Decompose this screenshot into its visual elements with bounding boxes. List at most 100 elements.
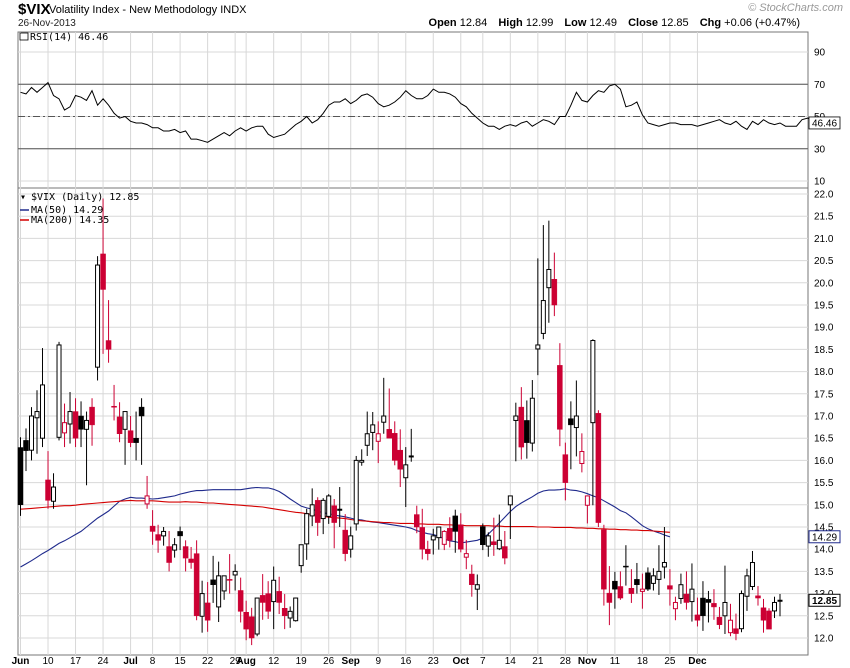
x-tick-label: 10 <box>42 656 54 667</box>
close-label: Close <box>628 17 659 29</box>
candle-body <box>144 495 150 505</box>
x-tick-label: 21 <box>532 656 544 667</box>
price-tick-label: 21.5 <box>814 212 834 223</box>
candle-body <box>705 599 712 603</box>
candle-body <box>51 486 57 502</box>
candle-body <box>738 593 744 630</box>
price-tick-label: 16.5 <box>814 434 834 445</box>
x-tick-label: 11 <box>610 656 621 667</box>
candle-body <box>700 597 706 617</box>
candle-body <box>172 544 178 551</box>
low-label: Low <box>564 17 587 29</box>
price-panel-frame <box>17 187 809 656</box>
candle-body <box>248 616 255 639</box>
x-tick-label: Sep <box>342 656 360 667</box>
x-tick-label: 7 <box>480 656 486 667</box>
candle-body <box>359 459 365 463</box>
candle-body <box>683 593 690 603</box>
rsi-tick-label: 70 <box>814 80 826 91</box>
candle-body <box>281 608 288 617</box>
price-tick-label: 22.0 <box>814 190 834 201</box>
candle-body <box>254 597 260 635</box>
candle-body <box>463 553 469 558</box>
candle-body <box>645 572 651 590</box>
candle-body <box>590 340 596 424</box>
candle-body <box>628 588 635 594</box>
price-tick-label: 19.0 <box>814 323 834 334</box>
candle-body <box>364 433 370 446</box>
candle-body <box>67 411 73 425</box>
candle-body <box>40 384 46 439</box>
candle-body <box>265 593 271 612</box>
candle-body <box>425 548 431 554</box>
candle-body <box>84 419 90 430</box>
x-tick-label: 14 <box>505 656 517 667</box>
rsi-panel-frame <box>17 31 809 189</box>
candle-body <box>391 433 398 461</box>
candle-body <box>540 300 546 334</box>
candle-body <box>226 579 233 581</box>
price-tick-label: 17.0 <box>814 412 834 423</box>
ohlc-summary: Open 12.84 High 12.99 Low 12.49 Close 12… <box>429 17 808 29</box>
candle-body <box>573 415 579 429</box>
candle-body <box>298 544 304 567</box>
price-tick-label: 12.0 <box>814 634 834 645</box>
rsi-legend-label: RSI(14) 46.46 <box>30 32 108 43</box>
candle-body <box>271 579 277 603</box>
candle-body <box>777 599 783 602</box>
candle-body <box>749 562 755 587</box>
candle-body <box>535 344 541 350</box>
candle-body <box>403 464 409 479</box>
price-tick-label: 16.0 <box>814 456 834 467</box>
candle-body <box>45 479 51 501</box>
candle-body <box>491 541 497 546</box>
price-tick-label: 18.0 <box>814 367 834 378</box>
candle-body <box>529 397 535 444</box>
candle-body <box>524 420 530 443</box>
exchange-label: INDX <box>220 4 247 16</box>
candle-body <box>293 597 299 622</box>
x-tick-label: Jul <box>123 656 138 667</box>
candle-body <box>62 422 68 434</box>
candle-body <box>469 573 475 585</box>
candle-body <box>276 591 282 603</box>
candle-body <box>766 610 772 630</box>
candle-body <box>414 514 420 528</box>
x-tick-label: 18 <box>637 656 649 667</box>
low-value: 12.49 <box>589 17 618 29</box>
candle-body <box>518 406 525 448</box>
candle-body <box>23 440 29 451</box>
x-tick-label: 23 <box>428 656 440 667</box>
candle-body <box>259 595 266 603</box>
candle-body <box>161 530 167 537</box>
price-tick-label: 12.5 <box>814 611 834 622</box>
close-value-tag <box>808 593 841 607</box>
price-tick-label: 13.5 <box>814 567 834 578</box>
chg-value: +0.06 (+0.47%) <box>724 17 800 29</box>
candle-body <box>210 579 216 585</box>
candle-body <box>606 592 613 603</box>
instrument-title: Volatility Index - New Methodology <box>49 4 218 16</box>
x-tick-label: 22 <box>202 656 214 667</box>
candle-body <box>337 508 343 511</box>
candle-body <box>116 416 123 435</box>
candle-body <box>375 433 381 442</box>
candle-body <box>496 539 502 550</box>
candle-body <box>304 513 310 545</box>
candle-body <box>634 579 640 585</box>
candle-body <box>722 601 728 617</box>
candle-body <box>89 406 95 426</box>
candle-body <box>353 459 359 525</box>
candle-body <box>133 437 139 443</box>
candle-body <box>193 553 200 617</box>
x-tick-label: 8 <box>150 656 156 667</box>
chart-header: $VIX Volatility Index - New Methodology … <box>0 0 850 32</box>
candle-body <box>557 365 563 430</box>
candle-body <box>430 535 436 541</box>
x-tick-label: 15 <box>175 656 187 667</box>
price-tick-label: 18.5 <box>814 345 834 356</box>
candle-body <box>689 588 695 603</box>
candle-body <box>342 529 348 554</box>
rsi-last-value-label: 46.46 <box>812 118 837 129</box>
candle-body <box>452 515 459 532</box>
